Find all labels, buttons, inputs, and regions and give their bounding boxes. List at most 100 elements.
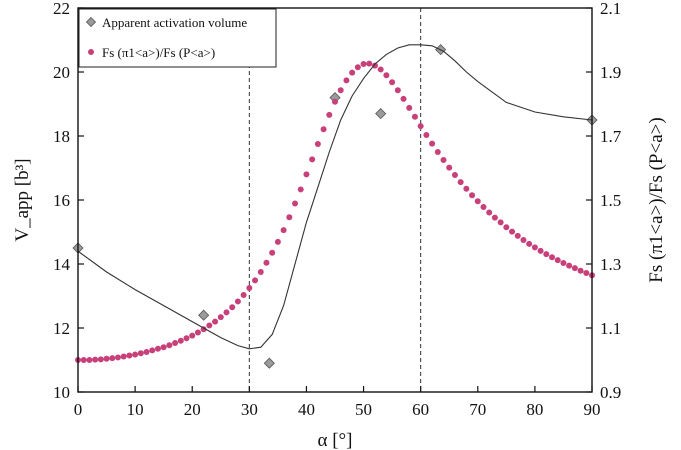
fs-ratio-point [263,259,270,266]
fs-ratio-point [394,87,401,94]
fs-ratio-point [440,157,447,163]
activation-volume-point [263,357,275,369]
fs-ratio-point [451,172,458,179]
fs-ratio-point [463,185,470,192]
x-tick-label: 60 [412,400,429,419]
fs-ratio-point [531,244,538,251]
fs-ratio-point [92,356,99,363]
fit-curve [77,44,593,350]
fs-ratio-point [446,164,453,171]
legend: Apparent activation volume Fs (π1<a>)/Fs … [78,8,277,68]
y-right-tick-label: 2.1 [600,0,621,18]
y-right-axis-title: Fs (π1<a>)/Fs (P<a>) [646,117,667,282]
x-tick-label: 0 [74,400,83,419]
y-left-tick-label: 16 [53,191,70,210]
fs-ratio-point [406,104,413,111]
fs-ratio-point [326,111,333,118]
y-left-tick-label: 18 [53,127,70,146]
fs-ratio-point [457,179,464,186]
x-tick-label: 50 [355,400,372,419]
legend-diamond-marker [85,16,97,28]
fs-ratio-point [120,353,127,360]
fs-ratio-point [160,344,167,351]
fs-ratio-point [429,140,436,147]
fs-ratio-point [509,228,516,235]
activation-volume-point [198,309,210,321]
fs-ratio-point [154,345,161,352]
fs-ratio-point [360,61,367,67]
fs-ratio-point [400,95,407,102]
fs-ratio-point [314,141,321,147]
fs-ratio-point [297,186,304,193]
fs-ratio-point [491,214,498,221]
fs-ratio-point [526,240,533,247]
fs-ratio-point [292,200,299,207]
fs-ratio-point [480,204,487,211]
legend-circle-marker [88,49,94,55]
x-tick-label: 70 [469,400,486,419]
fs-ratio-point [486,209,493,216]
legend-box [78,8,277,68]
fs-ratio-point [189,332,196,339]
fs-ratio-point [503,224,510,231]
fs-ratio-point [560,260,567,267]
y-right-tick-label: 1.9 [600,63,621,82]
fs-ratio-point [411,113,418,120]
fs-ratio-point [166,342,173,349]
fs-ratio-point [583,269,590,276]
fs-ratio-point [97,356,104,363]
axes: 0 10 20 30 40 50 60 70 80 90101214161820220.91.11… [12,0,667,450]
fs-ratio-point [303,171,310,178]
x-tick-label: 90 [584,400,601,419]
fs-ratio-point [194,329,201,336]
y-right-tick-label: 1.1 [600,319,621,338]
fs-ratio-point [183,335,190,342]
fs-ratio-point [217,314,224,321]
fs-ratio-point [366,60,373,67]
x-axis-title: α [°] [318,430,353,450]
y-left-tick-label: 14 [53,255,71,274]
fs-ratio-point [269,249,276,256]
legend-label-fs-ratio: Fs (π1<a>)/Fs (P<a>) [102,45,215,60]
fs-ratio-point [229,304,236,311]
fs-ratio-point [354,64,361,71]
fs-ratio-point [280,227,287,234]
fs-ratio-point [389,79,396,86]
fs-ratio-point [309,156,316,163]
fs-ratio-point [149,347,156,354]
fs-ratio-point [80,357,87,363]
fs-ratio-point [172,340,179,347]
fs-ratio-point [137,350,144,357]
fs-ratio-point [383,72,390,79]
fs-ratio-point [434,149,441,155]
y-right-tick-label: 1.5 [600,191,621,210]
fs-ratio-point [103,355,110,362]
fs-ratio-point [554,257,561,264]
fs-ratio-point [206,322,213,329]
fs-ratio-point [240,292,247,299]
fs-ratio-point [543,251,550,258]
plot-area [72,8,598,392]
fs-ratio-point [212,318,219,325]
x-tick-label: 80 [526,400,543,419]
fs-ratio-point [86,357,93,363]
fs-ratio-point [332,98,338,105]
activation-volume-point [375,108,387,120]
fs-ratio-point [114,354,121,361]
fs-ratio-point [497,219,504,226]
fs-ratio-point [474,198,481,205]
fs-ratio-point [549,254,556,261]
y-right-tick-label: 1.3 [600,255,621,274]
y-left-tick-label: 20 [53,63,70,82]
fs-ratio-point [469,192,476,199]
y-left-tick-label: 12 [53,319,70,338]
y-left-tick-label: 10 [53,383,70,402]
fs-ratio-point [286,214,293,221]
fs-ratio-point [252,277,259,284]
fs-ratio-point [514,232,521,239]
fs-ratio-point [377,66,384,73]
fs-ratio-point [223,309,230,316]
x-tick-label: 10 [127,400,144,419]
